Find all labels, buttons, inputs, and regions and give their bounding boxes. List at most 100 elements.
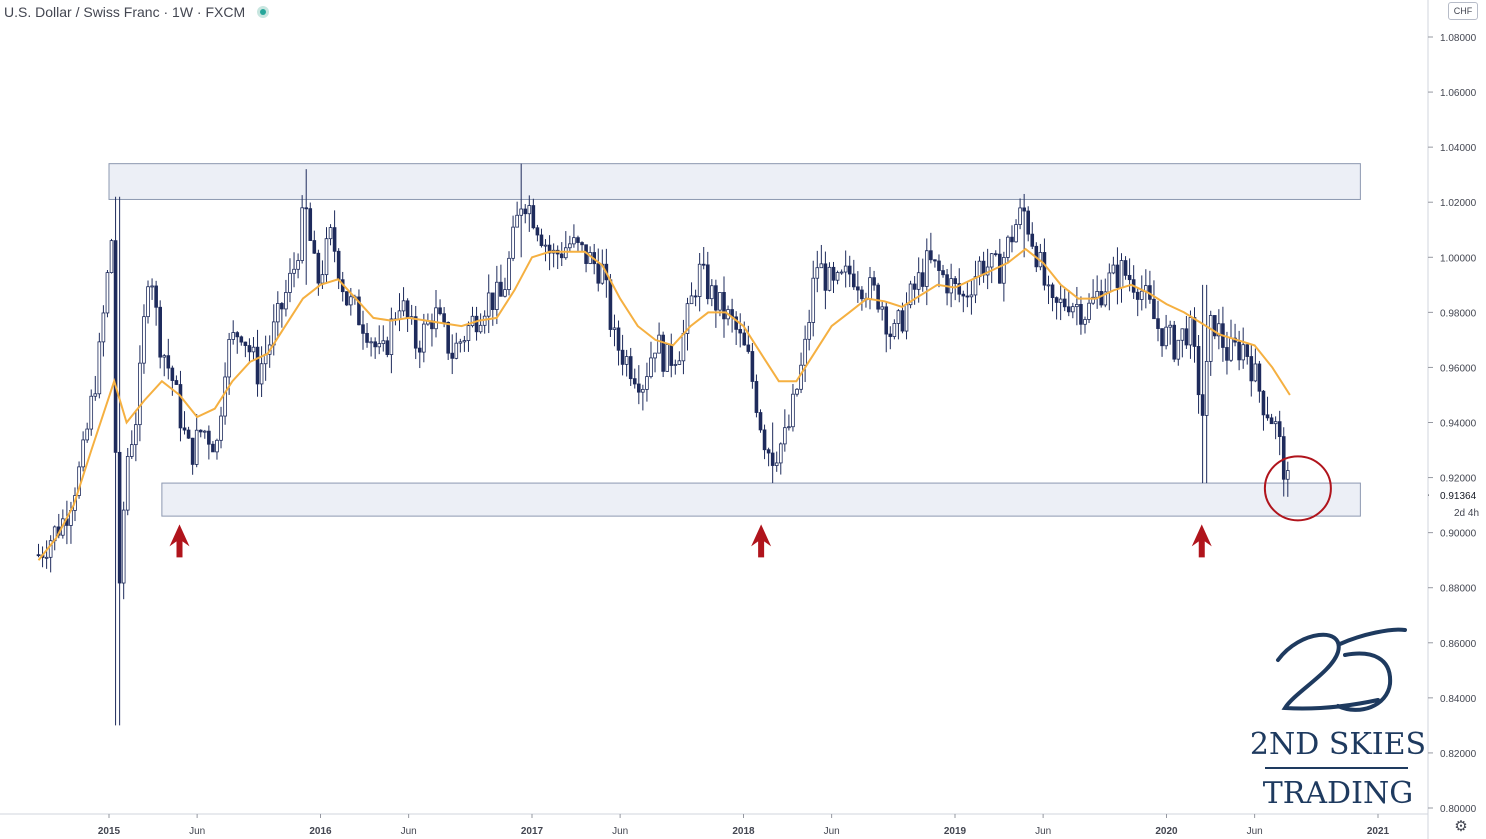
candle-body	[304, 207, 309, 210]
candle	[1139, 275, 1144, 311]
candle	[121, 501, 126, 600]
candle	[551, 243, 556, 268]
candle	[1010, 225, 1014, 253]
candle-body	[1229, 337, 1233, 361]
candle	[462, 335, 467, 352]
currency-button[interactable]: CHF	[1448, 2, 1478, 20]
candle	[276, 291, 280, 338]
support-zone	[161, 482, 1361, 517]
candle-body	[397, 310, 402, 320]
candle-body	[316, 252, 321, 284]
candle-body	[105, 272, 110, 314]
candle-body	[462, 340, 467, 343]
candle	[632, 368, 637, 389]
candle-body	[1217, 323, 1221, 337]
candle	[247, 338, 252, 363]
candle-body	[276, 303, 280, 323]
candle-body	[511, 226, 515, 259]
candle	[332, 210, 337, 263]
candle-body	[1099, 291, 1104, 306]
candle-body	[645, 376, 649, 390]
candle	[48, 535, 53, 573]
candle-body	[989, 253, 994, 268]
candle	[1022, 193, 1026, 258]
up-arrow-icon	[169, 524, 190, 558]
candle	[892, 319, 897, 340]
candle-body	[519, 208, 523, 216]
candle-body	[1002, 257, 1006, 284]
candle	[85, 422, 89, 443]
candle-body	[97, 341, 102, 395]
candle-body	[1030, 233, 1035, 247]
candle-body	[653, 352, 657, 359]
candle	[1135, 287, 1140, 317]
candle	[1204, 284, 1209, 484]
candle	[568, 235, 572, 253]
candle-body	[572, 237, 576, 245]
candle	[312, 230, 317, 254]
candle-body	[48, 540, 53, 558]
candle-body	[620, 349, 625, 365]
candle	[259, 346, 264, 398]
candle	[535, 224, 540, 242]
symbol-title[interactable]: U.S. Dollar / Swiss Franc · 1W · FXCM	[4, 2, 270, 22]
candle-body	[450, 352, 455, 359]
candle	[1018, 198, 1022, 230]
candle-body	[259, 363, 264, 385]
candle-body	[170, 367, 175, 381]
candle	[1006, 235, 1010, 264]
candle-body	[503, 289, 507, 297]
candle-body	[1172, 324, 1177, 360]
candle-body	[507, 257, 511, 291]
candle-body	[1277, 421, 1282, 437]
candle-body	[1095, 291, 1099, 298]
candle	[499, 264, 503, 297]
candle	[308, 202, 313, 241]
candle	[669, 333, 674, 378]
candle	[1172, 320, 1177, 363]
candle	[1119, 253, 1124, 303]
candle	[677, 351, 682, 366]
candle	[843, 250, 848, 288]
candle-body	[162, 355, 167, 358]
candle	[101, 305, 106, 357]
candle	[973, 260, 978, 304]
candle	[661, 331, 665, 378]
price-axis[interactable]: 1.08000 1.06000 1.04000 1.02000 1.00000 0.980…	[1427, 0, 1486, 839]
candle-body	[211, 443, 215, 453]
candle-body	[973, 276, 978, 296]
candle	[637, 365, 641, 405]
candle-body	[1261, 390, 1266, 416]
candle	[154, 280, 158, 326]
time-axis[interactable]: 2015 Jun 2016 Jun 2017 Jun 2018 Jun 2019 Jun 2020 J…	[0, 813, 1428, 837]
candle-body	[701, 263, 706, 266]
candle-body	[300, 207, 304, 261]
candle-body	[1192, 317, 1197, 347]
candle	[811, 260, 816, 337]
candle	[344, 291, 349, 307]
price-tick-label: 1.08000	[1440, 33, 1477, 44]
candle	[474, 306, 479, 341]
candle-body	[361, 324, 365, 334]
candle	[576, 235, 580, 252]
candle	[300, 195, 304, 264]
candle-body	[1168, 324, 1172, 328]
candle	[1111, 256, 1116, 275]
candle	[243, 341, 248, 358]
candle-body	[495, 281, 499, 310]
candle-body	[880, 306, 884, 310]
candle	[774, 451, 779, 472]
candle	[166, 338, 171, 380]
candle-body	[1026, 210, 1031, 235]
candle	[851, 259, 856, 290]
candle	[495, 265, 499, 325]
candle-body	[697, 263, 702, 297]
last-price-label: 0.91364	[1440, 491, 1477, 502]
candle-body	[336, 250, 341, 281]
gear-icon[interactable]: ⚙	[1454, 818, 1468, 835]
markers-layer	[169, 455, 1332, 558]
candle	[36, 543, 41, 558]
candle-body	[665, 344, 670, 372]
candle-body	[596, 263, 601, 284]
